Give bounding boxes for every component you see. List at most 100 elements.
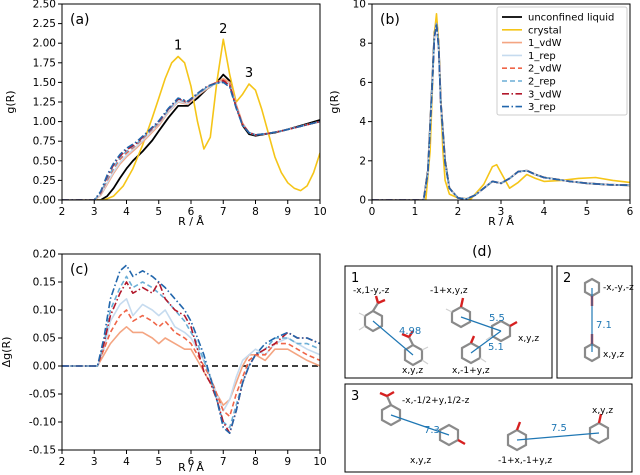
- a-xtick-label: 10: [313, 206, 326, 218]
- vector-4-98: [372, 320, 414, 356]
- structure-box-2: 2 -x,-y,-z x,y,z 7.1: [556, 265, 634, 379]
- c-series-3-vdw: [62, 281, 320, 435]
- panel-c-xlabel: R / Å: [178, 461, 204, 474]
- op-3-b: x,y,z: [410, 456, 431, 466]
- op-1-c: -1+x,y,z: [430, 286, 468, 296]
- distance-3-a: 7.3: [424, 425, 440, 436]
- legend-entry: 3_vdW: [528, 89, 562, 100]
- a-ytick-label: 0.75: [33, 136, 56, 148]
- a-series-unconfined-liquid: [62, 73, 320, 200]
- distance-1-c: 5.1: [488, 342, 504, 353]
- op-1-e: x,-1+y,z: [452, 366, 490, 376]
- panel-c-label: (c): [70, 262, 89, 278]
- a-xtick-label: 3: [91, 206, 98, 218]
- panel-a-ticks: 2 3 4 5 6 7 8 9 10 0.00 0.25 0.50 0.75 1.00 1.25 1.50 1.…: [33, 0, 327, 218]
- c-xtick-label: 6: [188, 456, 195, 468]
- op-1-b: x,y,z: [402, 366, 423, 376]
- op-1-a: -x,1-y,-z: [353, 286, 390, 296]
- vector-7-3: [390, 414, 450, 436]
- legend-entry: 1_vdW: [528, 38, 562, 49]
- c-series-2-vdw: [62, 309, 320, 418]
- panel-b-ticks: 0 1 2 3 4 5 6 0 2 4 6 8 10: [353, 0, 634, 218]
- panel-d-structures: (d) 1: [344, 244, 634, 473]
- a-ytick-label: 1.75: [33, 57, 56, 69]
- b-xtick-label: 0: [369, 206, 376, 218]
- panel-b-label: (b): [380, 12, 400, 28]
- c-xtick-label: 9: [284, 456, 291, 468]
- distance-1-b: 5.5: [489, 313, 505, 324]
- vector-7-5: [516, 432, 600, 441]
- a-peak-label-1: 1: [174, 38, 182, 53]
- vector-5-1: [470, 330, 502, 354]
- c-xtick-label: 2: [59, 456, 66, 468]
- a-ytick-label: 0.25: [33, 175, 56, 187]
- legend-entry: 3_rep: [528, 102, 556, 113]
- box-3-frame: [344, 383, 633, 473]
- a-ytick-label: 2.00: [33, 38, 56, 50]
- c-ytick-label: 0.10: [33, 305, 56, 317]
- c-ytick-label: 0.20: [33, 249, 56, 261]
- c-ytick-label: 0.15: [33, 277, 56, 289]
- b-xtick-label: 2: [455, 206, 462, 218]
- op-1-d: x,y,z: [518, 334, 539, 344]
- molecule-1c: [445, 297, 472, 329]
- c-ytick-label: -0.15: [29, 445, 56, 457]
- panel-d-label: (d): [472, 244, 492, 260]
- molecule-1d: [485, 319, 518, 343]
- a-peak-label-3: 3: [245, 66, 253, 81]
- c-xtick-label: 4: [123, 456, 130, 468]
- molecule-3c: [506, 421, 528, 452]
- panel-a-ylabel: g(R): [4, 90, 17, 113]
- molecule-3b: [438, 423, 466, 447]
- b-ytick-label: 4: [359, 116, 366, 128]
- op-3-a: -x,-1/2+y,1/2-z: [402, 396, 470, 406]
- c-series-1-vdw: [62, 325, 320, 407]
- legend-entry: unconfined liquid: [528, 13, 614, 24]
- box-1-frame: [344, 265, 553, 379]
- b-series-crystal: [372, 13, 630, 200]
- structure-box-3: 3 -x,-1/2+y,1/2-z x,y,z: [344, 383, 633, 473]
- a-ytick-label: 2.50: [33, 0, 56, 11]
- c-xtick-label: 10: [313, 456, 326, 468]
- a-ytick-label: 2.25: [33, 18, 56, 30]
- molecule-3d: [588, 413, 610, 445]
- box-1-label: 1: [351, 271, 359, 286]
- panel-a-chart: 2 3 4 5 6 7 8 9 10 0.00 0.25 0.50 0.75 1.00 1.25 1.50 1.…: [4, 0, 327, 228]
- a-ytick-label: 1.25: [33, 97, 56, 109]
- box-2-label: 2: [563, 271, 571, 286]
- b-xtick-label: 5: [584, 206, 591, 218]
- legend-frame: [496, 6, 628, 116]
- legend-entry: 1_rep: [528, 51, 556, 62]
- c-series-2-rep: [62, 275, 320, 429]
- panel-b-ylabel: g(R): [328, 90, 341, 113]
- a-ytick-label: 0.50: [33, 155, 56, 167]
- c-xtick-label: 5: [155, 456, 162, 468]
- a-xtick-label: 6: [188, 206, 195, 218]
- b-xtick-label: 4: [541, 206, 548, 218]
- c-xtick-label: 7: [220, 456, 227, 468]
- legend-entry: crystal: [528, 25, 562, 36]
- panel-c-ticks: 2 3 4 5 6 7 8 9 10 -0.15 -0.10 -0.05 0.00 0.05 0.10 0.1…: [29, 249, 327, 469]
- a-xtick-label: 5: [155, 206, 162, 218]
- a-series-2-rep: [62, 80, 320, 200]
- a-series-crystal: [62, 38, 320, 200]
- molecule-1b: [401, 330, 429, 367]
- c-ytick-label: 0.05: [33, 333, 56, 345]
- c-series-1-rep: [62, 297, 320, 412]
- c-ytick-label: -0.10: [29, 417, 56, 429]
- b-xtick-label: 6: [627, 206, 634, 218]
- b-ytick-label: 0: [359, 195, 366, 207]
- c-ytick-label: 0.00: [33, 361, 56, 373]
- panel-b-chart: 0 1 2 3 4 5 6 0 2 4 6 8 10 (b) R / Å g(R) unconfined…: [328, 0, 634, 228]
- b-series-3-rep: [372, 22, 630, 200]
- panel-a-label: (a): [70, 12, 90, 28]
- a-xtick-label: 9: [284, 206, 291, 218]
- a-xtick-label: 7: [220, 206, 227, 218]
- a-series-3-rep: [62, 81, 320, 200]
- c-ytick-label: -0.05: [29, 389, 56, 401]
- c-series-3-rep: [62, 264, 320, 435]
- distance-3-b: 7.5: [551, 423, 567, 434]
- distance-1-a: 4.98: [399, 326, 421, 337]
